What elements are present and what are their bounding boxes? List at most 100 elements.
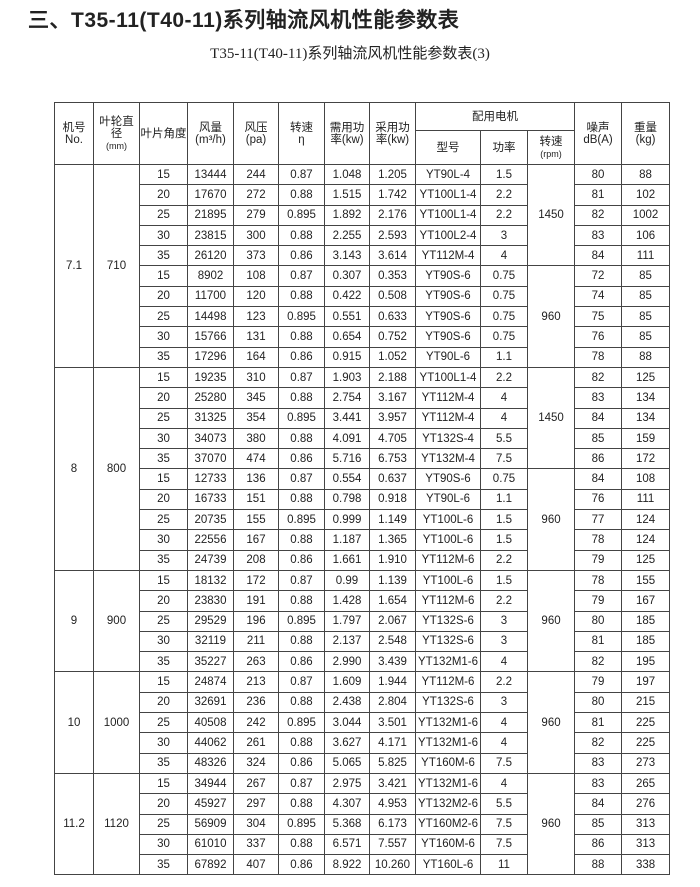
angle-cell: 30 (139, 630, 188, 653)
motor-model-cell: YT160M2-6 (415, 813, 481, 835)
speed-cell: 0.88 (278, 285, 325, 308)
table-row: 25 21895 279 0.895 1.892 2.176 YT100L1-4 2.2 82 1… (55, 204, 671, 226)
noise-cell: 84 (574, 468, 623, 490)
pressure-cell: 120 (233, 285, 279, 308)
motor-power-cell: 5.5 (480, 427, 528, 450)
required-power-cell: 4.307 (324, 793, 370, 815)
motor-power-cell: 2.2 (480, 204, 528, 226)
required-power-cell: 2.754 (324, 387, 370, 409)
motor-power-cell: 7.5 (480, 813, 528, 835)
required-power-cell: 3.143 (324, 245, 370, 267)
pressure-cell: 263 (233, 651, 279, 673)
angle-cell: 30 (139, 529, 188, 551)
motor-power-cell: 1.1 (480, 346, 528, 368)
pressure-cell: 196 (233, 610, 279, 632)
table-row: 35 67892 407 0.86 8.922 10.260 YT160L-6 11 88 338 (55, 854, 671, 876)
weight-cell: 134 (621, 407, 671, 429)
angle-cell: 20 (139, 184, 188, 206)
speed-cell: 0.86 (278, 245, 325, 267)
weight-cell: 276 (621, 793, 671, 815)
weight-cell: 108 (621, 468, 671, 490)
speed-cell: 0.86 (278, 651, 325, 673)
pressure-cell: 236 (233, 691, 279, 714)
used-power-cell: 0.637 (369, 468, 416, 490)
header-machine-no: 机号 No. (54, 102, 94, 165)
motor-model-cell: YT160M-6 (415, 752, 481, 774)
speed-cell: 0.895 (278, 204, 325, 226)
angle-cell: 20 (139, 387, 188, 409)
weight-cell: 155 (621, 569, 671, 592)
flow-cell: 31325 (187, 407, 234, 429)
motor-rpm-cell: 960 (526, 671, 576, 774)
motor-power-cell: 1.1 (480, 488, 528, 511)
performance-table: 机号 No. 叶轮直径 (mm) 叶片角度 风量 (m³/h) 风压 (pa) 转速 η … (54, 102, 671, 876)
used-power-cell: 1.052 (369, 346, 416, 368)
angle-cell: 30 (139, 732, 188, 754)
motor-rpm-cell: 1450 (526, 163, 576, 267)
angle-cell: 20 (139, 691, 188, 714)
required-power-cell: 0.798 (324, 488, 370, 511)
motor-model-cell: YT100L2-4 (415, 224, 481, 247)
speed-cell: 0.88 (278, 691, 325, 714)
used-power-cell: 2.548 (369, 630, 416, 653)
table-row: 35 35227 263 0.86 2.990 3.439 YT132M1-6 4 82 195 (55, 651, 671, 673)
pressure-cell: 474 (233, 448, 279, 470)
motor-model-cell: YT132S-6 (415, 630, 481, 653)
header-angle: 叶片角度 (139, 102, 188, 165)
flow-cell: 14498 (187, 306, 234, 328)
table-row: 30 34073 380 0.88 4.091 4.705 YT132S-4 5.5 85 159 (55, 427, 671, 450)
flow-cell: 19235 (187, 366, 234, 389)
motor-model-cell: YT132M-4 (415, 448, 481, 470)
motor-power-cell: 4 (480, 245, 528, 267)
used-power-cell: 10.260 (369, 854, 416, 876)
used-power-cell: 2.067 (369, 610, 416, 632)
machine-no-cell: 8 (54, 366, 94, 571)
pressure-cell: 279 (233, 204, 279, 226)
flow-cell: 24874 (187, 671, 234, 693)
speed-cell: 0.87 (278, 569, 325, 592)
used-power-cell: 2.804 (369, 691, 416, 714)
pressure-cell: 136 (233, 468, 279, 490)
weight-cell: 111 (621, 245, 671, 267)
motor-power-cell: 2.2 (480, 549, 528, 571)
required-power-cell: 2.990 (324, 651, 370, 673)
speed-cell: 0.87 (278, 265, 325, 287)
used-power-cell: 1.654 (369, 590, 416, 612)
table-row: 35 26120 373 0.86 3.143 3.614 YT112M-4 4 84 111 (55, 245, 671, 267)
noise-cell: 82 (574, 204, 623, 226)
speed-cell: 0.88 (278, 488, 325, 511)
required-power-cell: 2.438 (324, 691, 370, 714)
noise-cell: 79 (574, 671, 623, 693)
weight-cell: 88 (621, 346, 671, 368)
noise-cell: 78 (574, 569, 623, 592)
pressure-cell: 354 (233, 407, 279, 429)
header-motor: 配用电机 (414, 102, 576, 131)
speed-cell: 0.895 (278, 813, 325, 835)
motor-model-cell: YT90S-6 (415, 285, 481, 308)
required-power-cell: 1.892 (324, 204, 370, 226)
motor-rpm-cell: 960 (526, 773, 576, 876)
speed-cell: 0.88 (278, 224, 325, 247)
flow-cell: 56909 (187, 813, 234, 835)
machine-no-cell: 7.1 (54, 164, 94, 368)
motor-model-cell: YT132M1-6 (415, 712, 481, 734)
flow-cell: 16733 (187, 488, 234, 511)
noise-cell: 72 (574, 265, 623, 287)
required-power-cell: 1.797 (324, 610, 370, 632)
motor-power-cell: 1.5 (480, 569, 528, 592)
motor-model-cell: YT100L1-4 (415, 184, 481, 206)
speed-cell: 0.88 (278, 387, 325, 409)
pressure-cell: 242 (233, 712, 279, 734)
used-power-cell: 3.439 (369, 651, 416, 673)
angle-cell: 25 (139, 407, 188, 429)
table-row: 9 900 15 18132 172 0.87 0.99 1.139 YT100L-6 1.5 96… (54, 569, 671, 673)
weight-cell: 125 (621, 366, 671, 389)
pressure-cell: 151 (233, 488, 279, 511)
noise-cell: 74 (574, 285, 623, 308)
motor-power-cell: 0.75 (480, 468, 528, 490)
motor-model-cell: YT112M-6 (415, 671, 481, 693)
required-power-cell: 0.422 (324, 285, 370, 308)
pressure-cell: 324 (233, 752, 279, 774)
flow-cell: 21895 (187, 204, 234, 226)
noise-cell: 79 (574, 590, 623, 612)
